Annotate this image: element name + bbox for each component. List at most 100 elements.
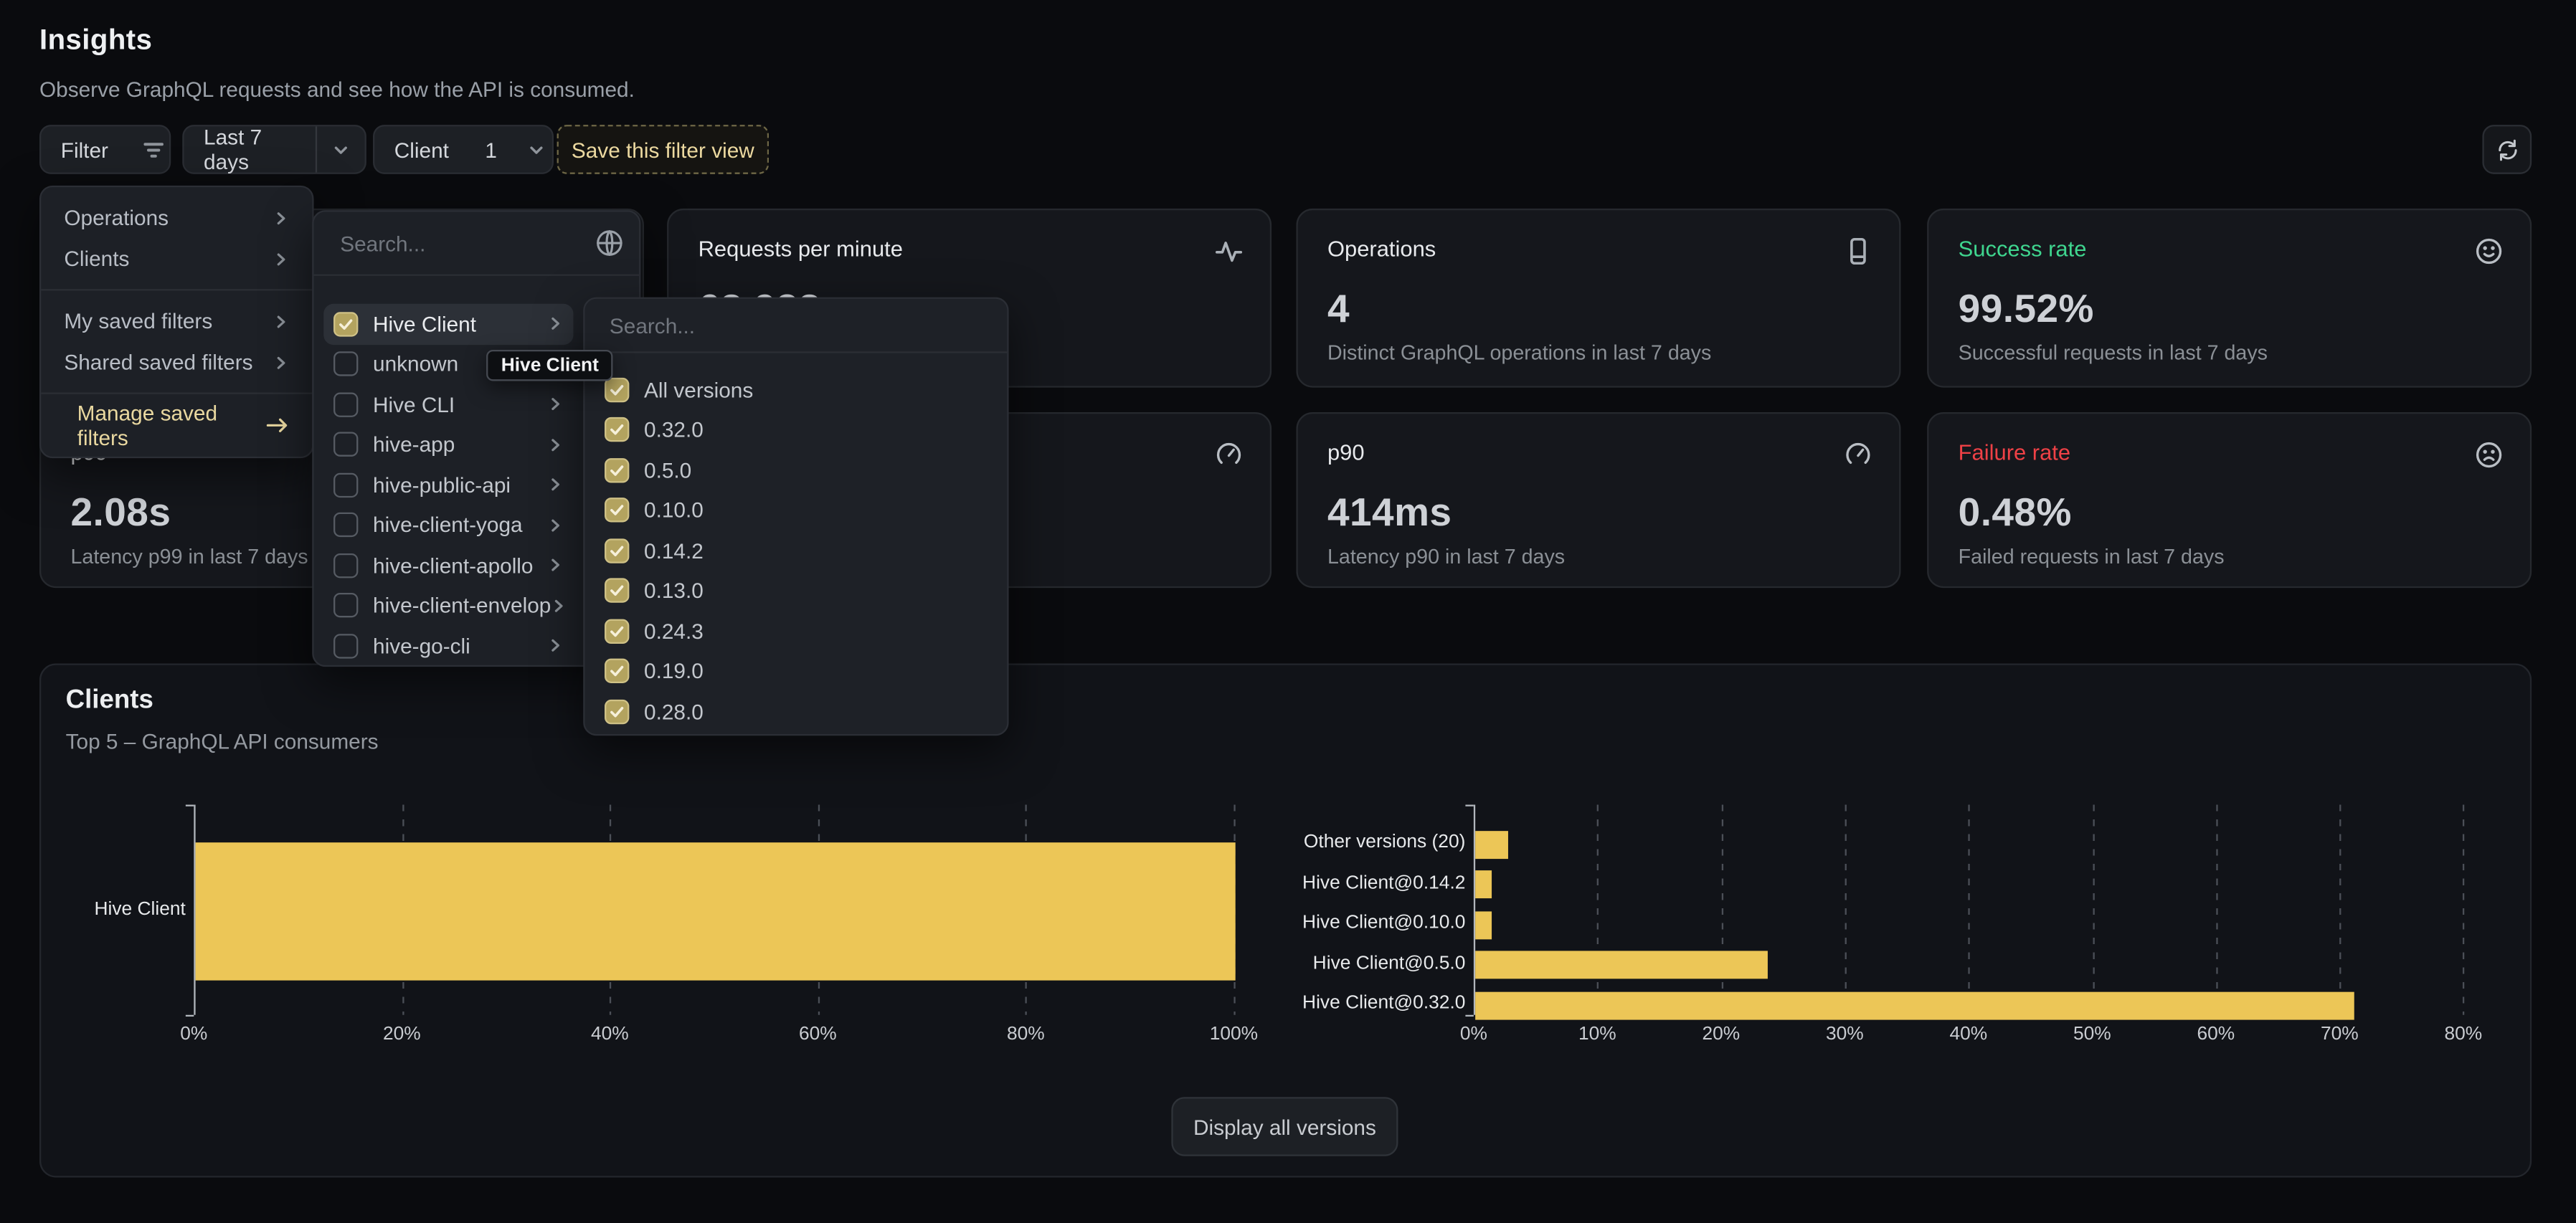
- client-item-hive-cli[interactable]: Hive CLI: [323, 384, 573, 424]
- checkbox[interactable]: [605, 578, 630, 604]
- stat-card-operations: Operations 4 Distinct GraphQL operations…: [1296, 208, 1901, 388]
- card-title: p90: [1327, 439, 1365, 465]
- chevron-right-icon: [273, 209, 289, 226]
- card-subtitle: Failed requests in last 7 days: [1958, 545, 2225, 568]
- divider: [313, 274, 640, 276]
- version-item-0-28-0[interactable]: 0.28.0: [595, 691, 1000, 731]
- card-title: Failure rate: [1958, 439, 2071, 465]
- card-title: Requests per minute: [698, 236, 903, 262]
- card-subtitle: Successful requests in last 7 days: [1958, 341, 2268, 365]
- filter-button[interactable]: Filter: [39, 125, 171, 174]
- menu-item-label: My saved filters: [64, 308, 213, 334]
- menu-item-label: Manage saved filters: [77, 399, 218, 449]
- menu-item-label: Shared saved filters: [64, 349, 253, 375]
- filter-lines-icon: [128, 126, 179, 172]
- refresh-icon: [2495, 137, 2519, 161]
- chevron-right-icon: [551, 597, 567, 614]
- filter-menu-item-shared-saved-filters[interactable]: Shared saved filters: [41, 341, 312, 382]
- version-item-0-5-0[interactable]: 0.5.0: [595, 450, 1000, 490]
- save-filter-view-button[interactable]: Save this filter view: [557, 125, 770, 174]
- item-label: hive-app: [373, 432, 455, 457]
- versions-list: All versions 0.32.0 0.5.0 0.10.0 0.14.2 0.13.…: [595, 369, 1000, 731]
- checkbox[interactable]: [333, 593, 359, 618]
- stat-card-failure-rate: Failure rate 0.48% Failed requests in la…: [1927, 411, 2532, 589]
- checkbox[interactable]: [605, 538, 630, 563]
- checkbox[interactable]: [333, 513, 359, 538]
- checkbox[interactable]: [333, 432, 359, 457]
- client-item-hive-app[interactable]: hive-app: [323, 424, 573, 465]
- filter-menu-item-my-saved-filters[interactable]: My saved filters: [41, 300, 312, 341]
- checkbox[interactable]: [333, 633, 359, 659]
- checkbox[interactable]: [333, 351, 359, 377]
- checkbox[interactable]: [605, 498, 630, 523]
- clients-search-input[interactable]: [336, 229, 574, 257]
- client-item-hive-client[interactable]: Hive Client: [323, 303, 574, 344]
- client-item-hive-client-apollo[interactable]: hive-client-apollo: [323, 546, 573, 586]
- chevron-right-icon: [547, 517, 564, 533]
- filter-menu: Operations Clients My saved filters Shared …: [39, 185, 314, 459]
- globe-icon[interactable]: [595, 228, 624, 257]
- item-label: hive-public-api: [373, 472, 511, 498]
- client-item-hive-client-yoga[interactable]: hive-client-yoga: [323, 505, 573, 545]
- item-label: Hive CLI: [373, 391, 455, 417]
- filter-menu-item-clients[interactable]: Clients: [41, 238, 312, 279]
- item-label: 0.28.0: [644, 699, 704, 724]
- chevron-right-icon: [547, 437, 564, 453]
- item-label: unknown: [373, 351, 459, 377]
- version-item-0-13-0[interactable]: 0.13.0: [595, 571, 1000, 611]
- checkbox[interactable]: [333, 553, 359, 578]
- frown-icon: [2474, 440, 2504, 470]
- card-title: Operations: [1327, 236, 1436, 262]
- checkbox[interactable]: [605, 377, 630, 402]
- card-subtitle: Distinct GraphQL operations in last 7 da…: [1327, 341, 1712, 365]
- checkbox[interactable]: [605, 699, 630, 724]
- chevron-right-icon: [273, 354, 289, 371]
- date-range-select[interactable]: Last 7 days: [182, 125, 366, 174]
- client-item-hive-go-cli[interactable]: hive-go-cli: [323, 626, 573, 666]
- version-item-0-24-3[interactable]: 0.24.3: [595, 611, 1000, 651]
- item-label: hive-client-yoga: [373, 513, 523, 538]
- filter-menu-item-operations[interactable]: Operations: [41, 197, 312, 238]
- version-item-0-14-2[interactable]: 0.14.2: [595, 530, 1000, 571]
- checkbox[interactable]: [333, 472, 359, 498]
- item-label: hive-go-cli: [373, 633, 470, 659]
- client-item-hive-client-envelop[interactable]: hive-client-envelop: [323, 586, 573, 626]
- display-all-versions-button[interactable]: Display all versions: [1171, 1097, 1398, 1156]
- menu-divider: [41, 289, 313, 291]
- versions-search-input[interactable]: [606, 311, 843, 340]
- checkbox[interactable]: [605, 457, 630, 482]
- item-label: Hive Client: [373, 311, 477, 337]
- item-label: 0.10.0: [644, 498, 704, 523]
- client-item-unknown[interactable]: unknown: [323, 344, 573, 384]
- stat-card-p90: p90 414ms Latency p90 in last 7 days: [1296, 411, 1901, 589]
- version-item-all-versions[interactable]: All versions: [595, 369, 1000, 409]
- clients-search-row: [314, 212, 640, 275]
- checkbox[interactable]: [605, 659, 630, 684]
- arrow-right-icon: [266, 417, 289, 433]
- versions-submenu: All versions 0.32.0 0.5.0 0.10.0 0.14.2 0.13.…: [583, 297, 1009, 736]
- checkbox[interactable]: [605, 417, 630, 442]
- menu-divider: [41, 392, 313, 394]
- version-item-0-32-0[interactable]: 0.32.0: [595, 410, 1000, 450]
- checkbox[interactable]: [333, 391, 359, 417]
- item-label: 0.5.0: [644, 457, 692, 482]
- versions-search-row: [585, 299, 1008, 351]
- client-item-hive-public-api[interactable]: hive-public-api: [323, 465, 573, 505]
- filter-button-label: Filter: [60, 137, 108, 162]
- checkbox[interactable]: [333, 311, 359, 337]
- version-item-0-19-0[interactable]: 0.19.0: [595, 651, 1000, 691]
- item-label: 0.13.0: [644, 578, 704, 604]
- gauge-icon: [1843, 440, 1872, 470]
- item-label: hive-client-apollo: [373, 553, 534, 578]
- card-value: 99.52%: [1958, 287, 2094, 332]
- book-icon: [1843, 237, 1872, 266]
- chevron-right-icon: [547, 637, 564, 654]
- client-filter-chip[interactable]: Client 1: [373, 125, 554, 174]
- refresh-button[interactable]: [2482, 125, 2532, 174]
- menu-item-label: Clients: [64, 246, 130, 271]
- card-title: Success rate: [1958, 236, 2087, 262]
- version-item-0-10-0[interactable]: 0.10.0: [595, 490, 1000, 530]
- checkbox[interactable]: [605, 619, 630, 644]
- filter-menu-item-manage-saved-filters[interactable]: Manage saved filters: [41, 400, 312, 449]
